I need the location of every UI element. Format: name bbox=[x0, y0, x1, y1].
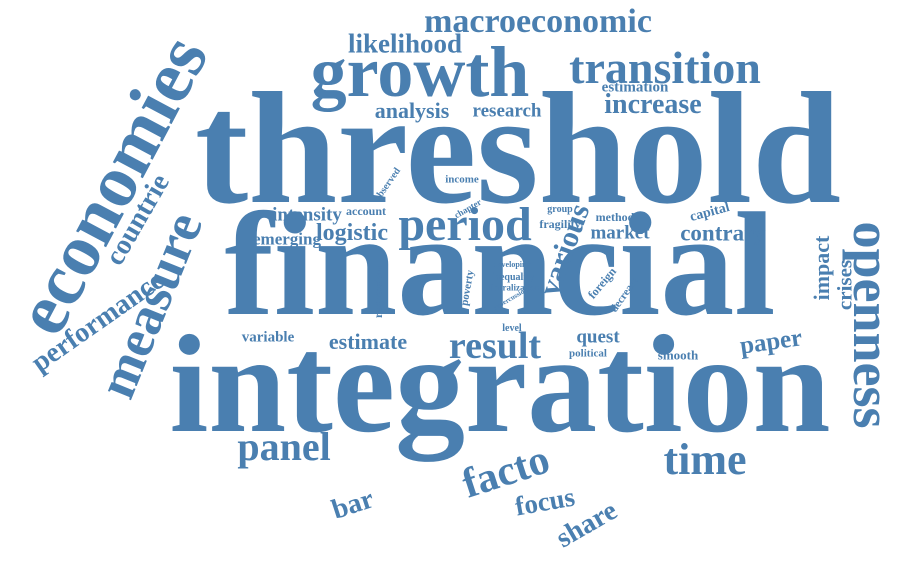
word-threshold: threshold bbox=[194, 59, 842, 237]
word-group: quest bbox=[576, 326, 620, 348]
word-increase: increase bbox=[604, 89, 702, 120]
word-repercussion: bar bbox=[328, 483, 378, 526]
word-foreign: political bbox=[569, 347, 607, 360]
word-estimation: estimation bbox=[601, 79, 669, 96]
word-market: contrary bbox=[680, 220, 766, 246]
word-income: result bbox=[448, 325, 542, 367]
word-integration: integration bbox=[169, 307, 831, 462]
word-crises: logistic bbox=[316, 220, 388, 246]
word-capital: intensity bbox=[272, 204, 342, 226]
word-openness: openness bbox=[842, 221, 900, 429]
word-various: level bbox=[502, 323, 522, 334]
word-likelihood: likelihood bbox=[347, 28, 463, 59]
word-regression: panel bbox=[237, 424, 331, 469]
word-inequality: focus bbox=[512, 481, 578, 522]
word-bar: developing bbox=[493, 260, 531, 269]
word-facto: fragility bbox=[539, 217, 581, 231]
word-analysis: analysis bbox=[374, 98, 450, 123]
word-developing: time bbox=[663, 435, 747, 484]
word-contrary: account bbox=[346, 204, 386, 218]
word-focus: liberalization bbox=[488, 282, 540, 293]
word-variable: regression bbox=[371, 265, 385, 319]
word-financial: financial bbox=[224, 183, 776, 347]
word-smooth: income bbox=[445, 173, 479, 186]
word-growth: growth bbox=[310, 32, 530, 112]
word-chapter: estimate bbox=[328, 329, 408, 354]
word-transition: transition bbox=[569, 42, 761, 93]
word-logistic: method bbox=[595, 210, 635, 224]
word-fragility: variable bbox=[241, 329, 295, 346]
word-impact: period bbox=[398, 198, 532, 251]
word-method: emerging bbox=[253, 229, 321, 249]
word-time: inequality bbox=[491, 272, 535, 283]
word-account: impact bbox=[809, 235, 834, 301]
word-decrease: smooth bbox=[657, 347, 699, 363]
word-macroeconomic: macroeconomic bbox=[424, 3, 652, 40]
word-panel: group bbox=[547, 204, 573, 215]
word-research: research bbox=[472, 100, 542, 122]
word-emerging: crises bbox=[832, 259, 857, 311]
word-period: market bbox=[590, 222, 650, 244]
